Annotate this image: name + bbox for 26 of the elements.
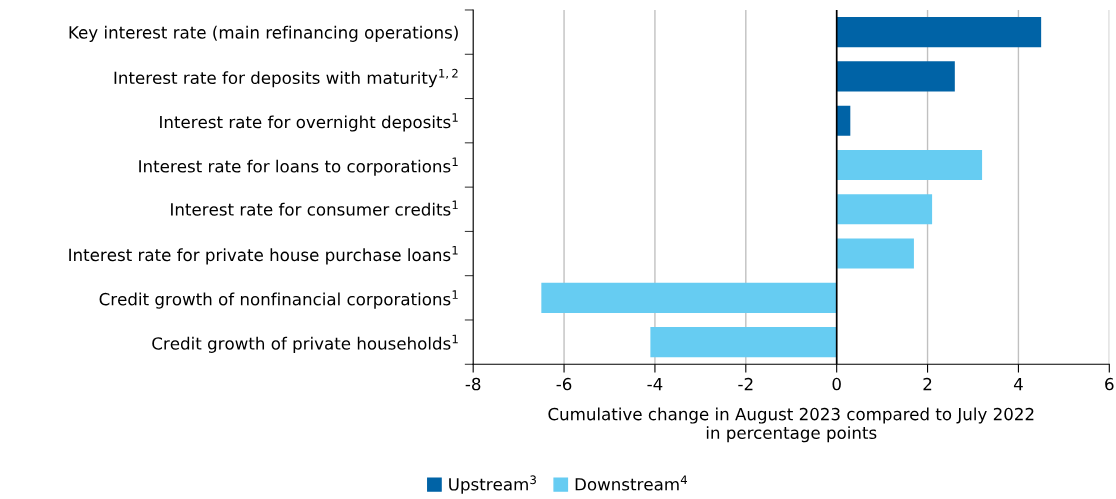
y-tick-label: Credit growth of private households$^{1}$ xyxy=(152,334,458,353)
x-tick-label: -6 xyxy=(556,377,572,391)
x-tick-label: -8 xyxy=(465,377,481,391)
bar xyxy=(836,61,955,92)
bar xyxy=(836,238,914,269)
y-tick-label: Interest rate for consumer credits$^{1}$ xyxy=(171,200,458,216)
bar xyxy=(836,17,1042,48)
legend-label: Upstream$^{3}$ xyxy=(449,475,536,494)
y-tick-label: Interest rate for loans to corporations$^{1}$ xyxy=(139,157,458,176)
bar xyxy=(650,327,837,358)
legend-label: Downstream$^{4}$ xyxy=(575,475,688,491)
x-axis-title: Cumulative change in August 2023 compared to July 2022 in percentage points xyxy=(548,407,1034,443)
x-tick-label: -2 xyxy=(738,377,753,391)
bar xyxy=(836,149,983,181)
x-tick-label: -4 xyxy=(647,377,663,391)
bar xyxy=(541,282,837,313)
y-tick-label: Credit growth of nonfinancial corporations$^{1}$ xyxy=(99,290,458,309)
x-tick-label: 6 xyxy=(1105,377,1114,391)
y-tick-label: Key interest rate (main refinancing operations) xyxy=(69,25,458,42)
x-tick-label: 4 xyxy=(1013,377,1023,391)
x-tick-label: 2 xyxy=(923,377,932,391)
x-tick-label: 0 xyxy=(832,377,841,391)
y-tick-label: Interest rate for deposits with maturity$^{1,2}$ xyxy=(114,68,458,88)
y-tick-label: Interest rate for private house purchase loans$^{1}$ xyxy=(69,246,458,265)
y-tick-label: Interest rate for overnight deposits$^{1}$ xyxy=(160,113,458,132)
bar xyxy=(836,194,933,225)
